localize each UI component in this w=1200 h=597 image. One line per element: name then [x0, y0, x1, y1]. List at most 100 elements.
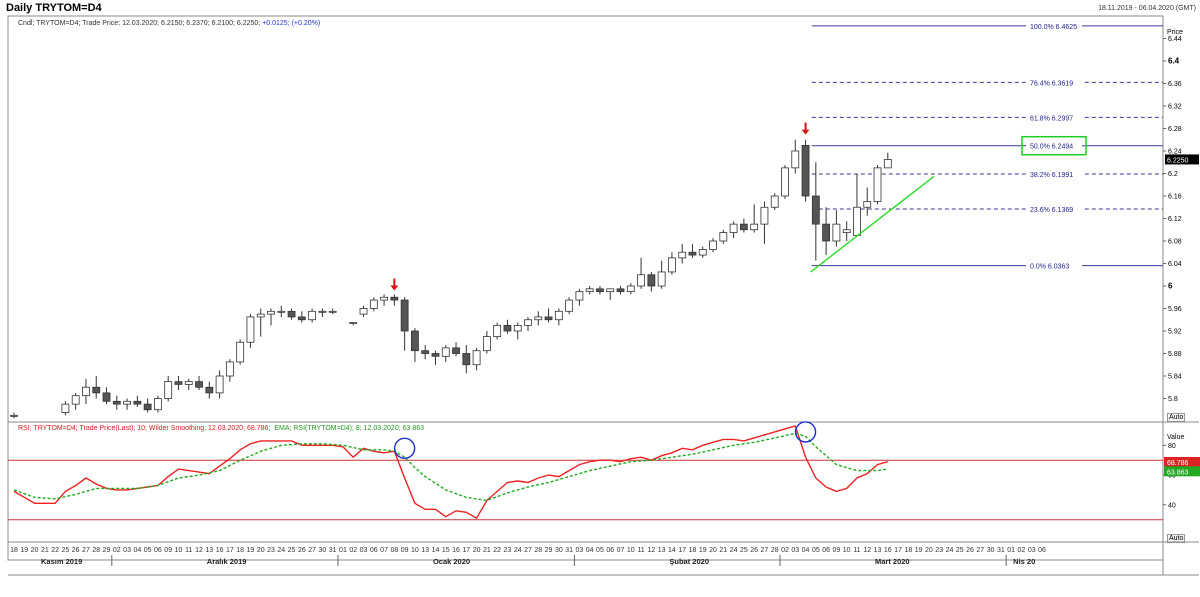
candle-body: [719, 232, 728, 242]
candle-body: [287, 310, 296, 318]
candle-body: [421, 350, 430, 354]
candle-body: [791, 150, 800, 169]
date-range: 18.11.2019 - 06.04.2020 (GMT): [1098, 5, 1196, 12]
annotation-markers: [390, 122, 935, 291]
date-tick-label: 20: [31, 547, 39, 554]
month-label: Kasım 2019: [41, 557, 82, 566]
price-tick-label: 6.44: [1168, 36, 1182, 43]
date-tick-label: 01: [339, 547, 347, 554]
candle-body: [61, 403, 70, 413]
candle-body: [400, 299, 409, 332]
candle-body: [493, 324, 502, 338]
date-tick-label: 19: [20, 547, 28, 554]
candle-body: [184, 381, 193, 385]
date-tick-label: 02: [1018, 547, 1026, 554]
date-tick-label: 10: [411, 547, 419, 554]
candle-body: [709, 240, 717, 250]
price-tick-label: 5.88: [1168, 351, 1182, 358]
date-tick-label: 07: [617, 547, 625, 554]
candle-body: [308, 310, 317, 321]
ema-legend-text: EMA; RSI(TRYTOM=D4); 8; 12.03.2020; 63.8…: [274, 425, 425, 432]
rsi-series: [8, 421, 1163, 521]
fib-label: 38.2% 6.1991: [1030, 172, 1073, 179]
ema-last-badge: [1164, 466, 1200, 477]
price-tick-label: 6.08: [1168, 239, 1182, 246]
candle-body: [534, 316, 543, 321]
date-tick-label: 02: [781, 547, 789, 554]
chart-title: Daily TRYTOM=D4: [6, 2, 102, 14]
price-tick-label: 6.36: [1168, 81, 1182, 88]
candle-body: [770, 195, 779, 208]
date-tick-label: 20: [257, 547, 265, 554]
price-tick-label: 6.12: [1168, 216, 1182, 223]
date-tick-label: 17: [462, 547, 470, 554]
date-tick-label: 27: [82, 547, 90, 554]
date-tick-label: 18: [689, 547, 697, 554]
date-tick-label: 02: [349, 547, 357, 554]
date-tick-label: 08: [390, 547, 398, 554]
rsi-tick-label: 80: [1168, 443, 1176, 450]
date-tick-label: 31: [565, 547, 573, 554]
date-tick-label: 26: [72, 547, 80, 554]
date-tick-label: 09: [833, 547, 841, 554]
candle-body: [441, 347, 450, 357]
ema-last-label: 63.863: [1167, 469, 1189, 476]
price-axis: 5.8 5.84 5.88 5.92 5.96 6 6.04 6.08 6.12 6.16 6.2 6…: [1163, 36, 1199, 403]
candle-body: [606, 288, 615, 293]
candle-body: [225, 361, 234, 377]
candle-body: [688, 251, 697, 256]
date-tick-label: 10: [627, 547, 635, 554]
candle-body: [92, 386, 101, 394]
date-tick-label: 01: [1007, 547, 1015, 554]
date-tick-label: 31: [997, 547, 1005, 554]
date-tick-label: 11: [853, 547, 860, 554]
date-tick-label: 04: [802, 547, 810, 554]
price-legend-change: +0.0125; (+0.20%): [262, 20, 321, 27]
date-tick-label: 02: [113, 547, 121, 554]
candle-body: [164, 381, 173, 399]
candle-body: [657, 271, 666, 287]
date-tick-label: 06: [370, 547, 378, 554]
date-tick-label: 06: [822, 547, 830, 554]
rsi-last-label: 68.786: [1167, 460, 1189, 467]
fib-highlight-box: [1021, 135, 1087, 156]
ema-line: [13, 432, 888, 502]
month-label: Nis 20: [1013, 557, 1035, 566]
date-tick-label: 13: [421, 547, 429, 554]
candle-body: [380, 296, 388, 301]
fib-label-bg: [1026, 203, 1082, 214]
date-tick-label: 16: [884, 547, 892, 554]
date-tick-label: 05: [596, 547, 604, 554]
candle-body: [112, 400, 121, 405]
candle-body: [739, 223, 748, 231]
price-axis-title: Price: [1167, 29, 1183, 36]
candle-body: [10, 414, 18, 417]
candle-body: [616, 288, 625, 293]
candle-body: [873, 167, 882, 203]
date-tick-label: 29: [545, 547, 553, 554]
date-tick-label: 18: [904, 547, 912, 554]
candle-body: [637, 274, 645, 287]
rsi-tick-label: 40: [1168, 502, 1176, 509]
date-tick-label: 20: [925, 547, 933, 554]
date-tick-label: 26: [298, 547, 306, 554]
candle-body: [154, 398, 162, 411]
date-tick-label: 21: [483, 547, 491, 554]
date-tick-label: 09: [401, 547, 409, 554]
date-tick-label: 22: [51, 547, 59, 554]
fib-label: 61.8% 6.2997: [1030, 115, 1073, 122]
date-tick-label: 28: [92, 547, 100, 554]
date-tick-label: 19: [915, 547, 923, 554]
date-tick-label: 16: [452, 547, 460, 554]
candle-body: [883, 159, 892, 169]
price-tick-label: 5.84: [1168, 374, 1182, 381]
candle-body: [174, 381, 183, 385]
price-tick-label: 5.8: [1168, 396, 1178, 403]
candle-body: [626, 285, 635, 293]
candle-body: [750, 223, 759, 231]
price-tick-label: 6.16: [1168, 194, 1182, 201]
date-tick-label: 17: [226, 547, 234, 554]
fib-label-bg: [1026, 77, 1082, 88]
date-tick-label: 18: [10, 547, 18, 554]
